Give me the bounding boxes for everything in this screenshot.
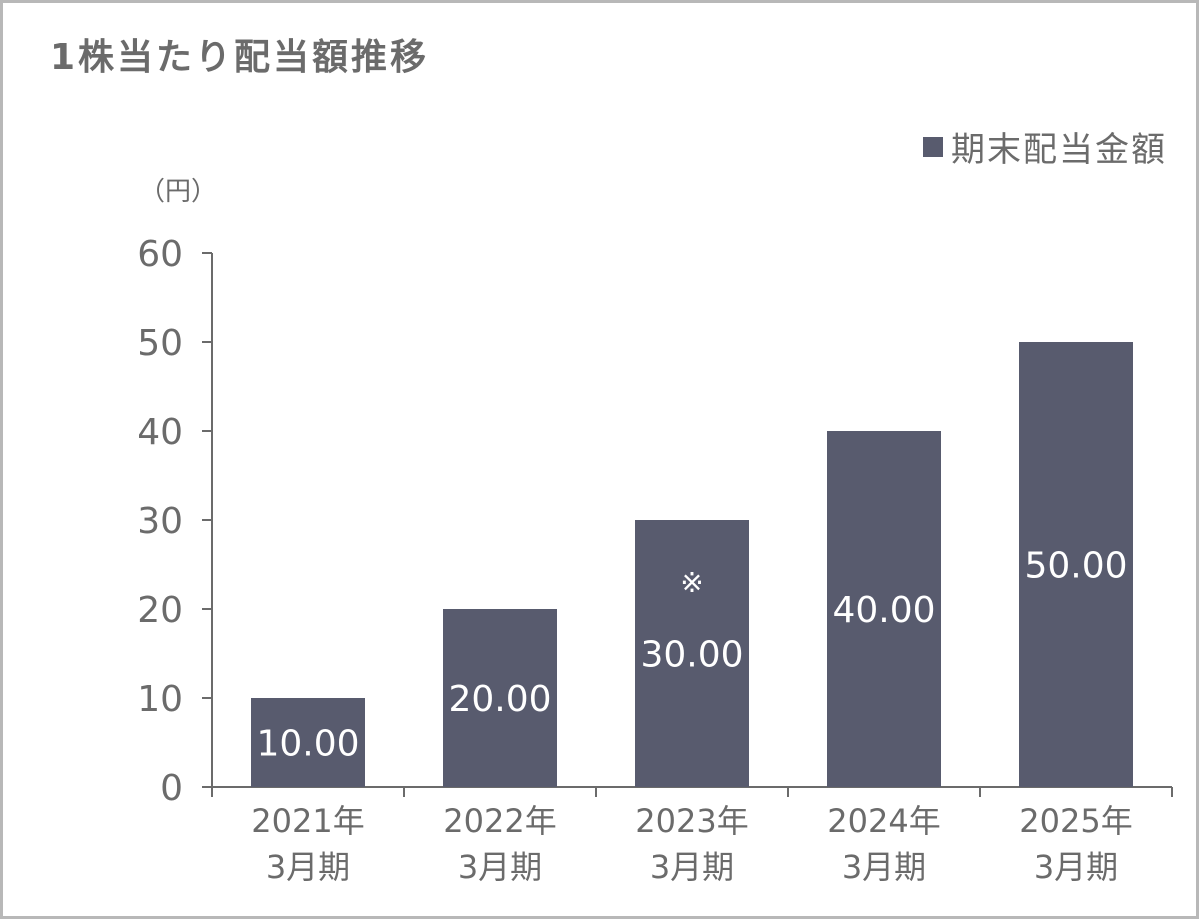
chart-title: 1株当たり配当額推移 bbox=[50, 37, 430, 78]
y-unit-label: （円） bbox=[139, 177, 217, 207]
bar-data-label: 10.00 bbox=[256, 724, 359, 765]
legend-swatch bbox=[923, 136, 943, 157]
plot-area: 0 10 20 30 40 50 60 10.00 2021年 3月期 20.00 2022年 3月期 3… bbox=[137, 234, 1173, 886]
y-tick-label: 60 bbox=[137, 234, 183, 275]
legend-label: 期末配当金額 bbox=[951, 130, 1167, 170]
x-tick-label: 3月期 bbox=[266, 848, 350, 886]
bar-annotation: ※ bbox=[680, 566, 703, 599]
x-tick-label: 2022年 bbox=[443, 802, 556, 840]
y-tick-label: 50 bbox=[137, 323, 183, 364]
bar-data-label: 40.00 bbox=[832, 590, 935, 631]
x-tick-label: 3月期 bbox=[1034, 848, 1118, 886]
y-tick-label: 40 bbox=[137, 412, 183, 453]
bar-data-label: 30.00 bbox=[640, 635, 743, 676]
bar bbox=[1019, 342, 1133, 787]
y-tick-label: 20 bbox=[137, 590, 183, 631]
legend: 期末配当金額 bbox=[923, 122, 1167, 171]
x-tick-label: 3月期 bbox=[842, 848, 926, 886]
x-tick-label: 2023年 bbox=[635, 802, 748, 840]
x-tick-label: 2024年 bbox=[827, 802, 940, 840]
y-tick-label: 10 bbox=[137, 679, 183, 720]
bar-data-label: 20.00 bbox=[448, 679, 551, 720]
x-tick-label: 2025年 bbox=[1019, 802, 1132, 840]
x-tick-label: 3月期 bbox=[650, 848, 734, 886]
x-tick-label: 3月期 bbox=[458, 848, 542, 886]
bar bbox=[443, 609, 557, 787]
x-tick-label: 2021年 bbox=[251, 802, 364, 840]
bar bbox=[827, 431, 941, 787]
y-tick-label: 30 bbox=[137, 501, 183, 542]
bar-data-label: 50.00 bbox=[1024, 546, 1127, 587]
bar bbox=[635, 520, 749, 787]
y-tick-label: 0 bbox=[160, 768, 183, 809]
bar bbox=[251, 698, 365, 787]
